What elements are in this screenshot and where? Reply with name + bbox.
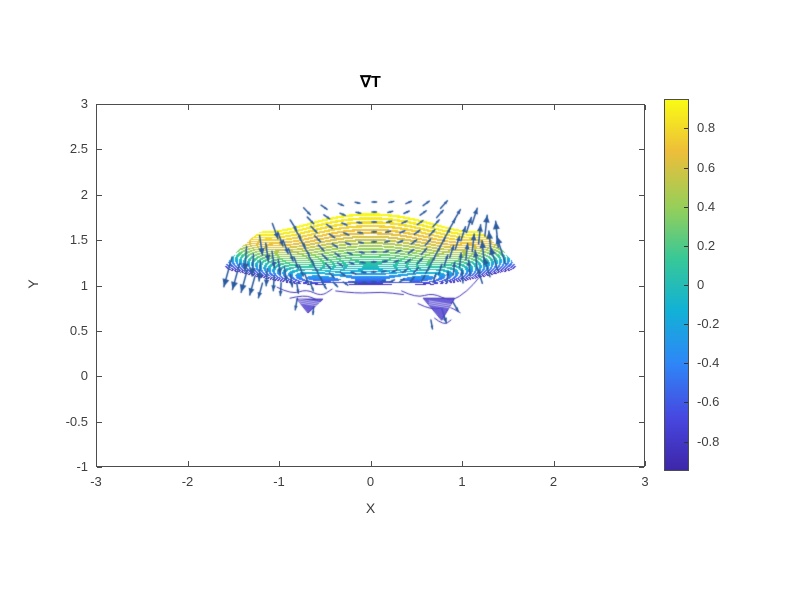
x-tick-label: -2 — [181, 474, 194, 489]
x-tick-mark — [462, 461, 463, 466]
y-tick-mark-right — [639, 104, 644, 105]
chart-title: ∇T — [360, 74, 381, 91]
colorbar-tick-label: -0.2 — [697, 316, 720, 332]
colorbar-tick-label: 0.2 — [697, 237, 716, 253]
x-tick-label: -1 — [273, 474, 285, 489]
x-tick-mark-top — [279, 105, 280, 110]
y-tick-mark-right — [639, 376, 644, 378]
y-tick-label: 0 — [80, 368, 88, 384]
y-axis-label: Y — [25, 279, 41, 289]
y-tick-mark-right — [639, 149, 644, 151]
x-tick-label: -3 — [90, 474, 102, 489]
colorbar-tick-mark — [684, 441, 688, 443]
y-tick-mark — [97, 240, 102, 242]
plot-area — [96, 104, 645, 467]
x-tick-mark-top — [96, 105, 97, 110]
colorbar-tick-mark — [684, 285, 688, 286]
x-tick-label: 2 — [549, 474, 558, 489]
colorbar-tick-label: 0.8 — [697, 120, 716, 136]
y-tick-mark — [97, 149, 102, 151]
x-tick-mark — [96, 461, 97, 466]
x-axis-label: X — [365, 500, 376, 516]
y-tick-label: 3 — [80, 96, 88, 111]
x-tick-mark-top — [187, 105, 189, 110]
y-tick-mark — [97, 376, 102, 378]
colorbar-tick-mark — [684, 324, 688, 326]
y-tick-label: -0.5 — [65, 413, 88, 429]
x-tick-mark-top — [462, 105, 463, 110]
colorbar-tick-mark — [684, 402, 688, 404]
colorbar-tick-mark — [684, 128, 688, 130]
y-tick-mark — [97, 194, 102, 196]
colorbar-tick-label: -0.4 — [697, 355, 720, 371]
y-tick-label: 0.5 — [69, 322, 88, 338]
x-tick-mark-top — [553, 105, 555, 110]
colorbar-tick-label: -0.8 — [697, 433, 720, 449]
colorbar-tick-label: 0.6 — [697, 159, 716, 175]
y-tick-label: 2.5 — [69, 141, 88, 157]
x-tick-label: 3 — [641, 474, 649, 489]
x-tick-mark — [279, 461, 280, 466]
y-tick-label: 2 — [80, 186, 88, 202]
y-tick-mark — [97, 421, 102, 423]
y-tick-mark — [97, 467, 102, 468]
x-tick-label: 1 — [458, 474, 466, 489]
y-tick-mark-right — [639, 240, 644, 242]
colorbar-tick-label: -0.6 — [697, 394, 720, 410]
x-tick-mark-top — [645, 105, 646, 110]
y-tick-mark — [97, 104, 102, 105]
y-tick-label: 1 — [80, 277, 88, 293]
y-tick-mark — [97, 330, 102, 332]
x-tick-mark — [553, 461, 555, 466]
x-tick-mark — [187, 461, 189, 466]
colorbar-tick-label: 0.4 — [697, 198, 716, 214]
x-tick-label: 0 — [366, 474, 375, 489]
y-tick-mark-right — [639, 285, 644, 287]
colorbar-tick-label: 0 — [697, 277, 705, 292]
y-tick-mark-right — [639, 421, 644, 423]
x-tick-mark — [645, 461, 646, 466]
x-tick-mark — [370, 461, 372, 466]
y-tick-mark-right — [639, 330, 644, 332]
y-tick-mark-right — [639, 467, 644, 468]
y-tick-mark-right — [639, 194, 644, 196]
y-tick-label: -1 — [76, 459, 88, 474]
colorbar-tick-mark — [684, 363, 688, 365]
y-tick-mark — [97, 285, 102, 287]
colorbar-tick-mark — [684, 167, 688, 169]
y-tick-label: 1.5 — [69, 232, 88, 248]
colorbar-tick-mark — [684, 245, 688, 247]
x-tick-mark-top — [370, 105, 372, 110]
colorbar-tick-mark — [684, 206, 688, 208]
